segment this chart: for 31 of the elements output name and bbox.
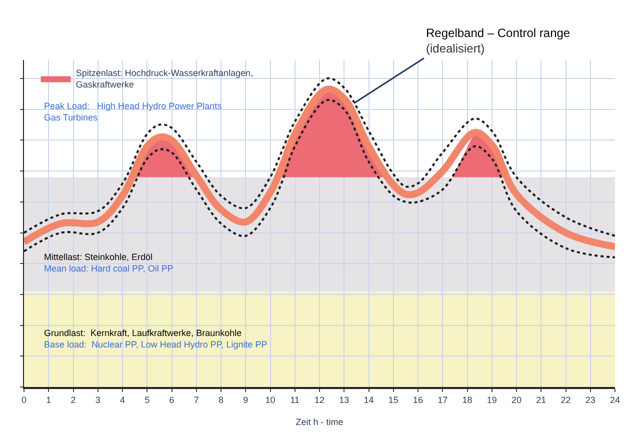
x-axis-title: Zeit h - time: [296, 417, 344, 428]
x-tick-label: 12: [314, 394, 325, 405]
x-tick-label: 10: [265, 394, 276, 405]
x-tick-label: 4: [120, 394, 126, 405]
band-label: Grundlast: Kernkraft, Laufkraftwerke, Braunkohle Base load: Nuclear PP, Low Head Hydro PP, Lignite PP: [44, 328, 268, 350]
x-tick-label: 21: [536, 394, 546, 405]
x-tick-label: 13: [339, 394, 350, 405]
x-tick-label: 16: [412, 394, 424, 405]
x-tick-label: 7: [194, 394, 199, 405]
x-tick-label: 22: [560, 394, 571, 405]
x-tick-label: 6: [169, 394, 174, 405]
band-label: Mittellast: Steinkohle, Erdöl Mean load: Hard coal PP, Oil PP: [44, 252, 174, 274]
x-tick-label: 11: [290, 394, 300, 405]
x-tick-label: 15: [388, 394, 398, 405]
legend-label: Spitzenlast: Hochdruck-Wasserkraftanlagen, Gaskraftwerke: [76, 68, 254, 90]
x-tick-label: 2: [70, 394, 76, 405]
annotation: Regelband – Control range (idealisiert): [426, 26, 570, 56]
x-tick-label: 18: [462, 394, 472, 405]
x-tick-label: 8: [218, 394, 224, 405]
x-tick-label: 20: [511, 394, 522, 405]
annotation: Peak Load: High Head Hydro Power Plants Gas Turbines: [44, 101, 222, 123]
x-tick-label: 9: [243, 394, 248, 405]
x-tick-label: 24: [610, 394, 620, 405]
x-tick-label: 3: [95, 394, 100, 405]
x-tick-label: 17: [438, 394, 448, 405]
x-tick-label: 0: [21, 394, 27, 405]
x-tick-label: 19: [486, 394, 497, 405]
x-tick-label: 5: [144, 394, 150, 405]
x-tick-label: 14: [364, 394, 374, 405]
x-tick-label: 23: [585, 394, 596, 405]
x-tick-label: 1: [46, 394, 52, 405]
